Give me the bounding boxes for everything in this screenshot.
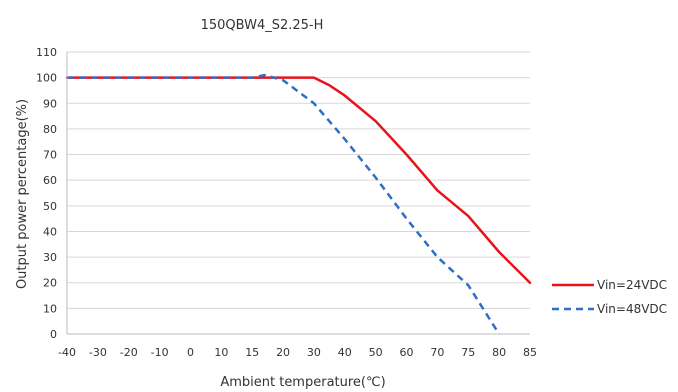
x-tick-label: -10: [151, 346, 169, 359]
x-tick-label: 10: [214, 346, 228, 359]
legend: Vin=24VDC Vin=48VDC: [552, 278, 667, 316]
x-tick-label: 75: [461, 346, 475, 359]
y-tick-label: 40: [43, 225, 57, 238]
x-axis-label: Ambient temperature(℃): [220, 375, 385, 390]
y-tick-label: 0: [50, 328, 57, 341]
x-axis-ticks: -40 -30 -20 -10 0 10 15 20 30 40 50 60 70 75 80 85: [58, 346, 537, 359]
y-axis-label: Output power percentage(%): [15, 99, 30, 289]
series-lines: [65, 73, 532, 335]
x-tick-label: 20: [276, 346, 290, 359]
chart-title: 150QBW4_S2.25-H: [201, 18, 324, 33]
x-tick-label: -30: [89, 346, 107, 359]
y-tick-label: 60: [43, 174, 57, 187]
series-line-2: [67, 73, 501, 335]
gridlines: [67, 51, 530, 309]
y-tick-label: 10: [43, 302, 57, 315]
y-tick-label: 80: [43, 123, 57, 136]
x-tick-label: 50: [369, 346, 383, 359]
legend-label: Vin=24VDC: [597, 278, 667, 292]
y-tick-label: 20: [43, 277, 57, 290]
y-axis-ticks: 0 10 20 30 40 50 60 70 80 90 100 110: [36, 46, 57, 341]
y-tick-label: 100: [36, 72, 57, 85]
x-tick-label: 0: [187, 346, 194, 359]
y-tick-label: 90: [43, 97, 57, 110]
x-tick-label: -40: [58, 346, 76, 359]
x-tick-label: 30: [307, 346, 321, 359]
x-tick-label: 70: [430, 346, 444, 359]
x-tick-label: -20: [120, 346, 138, 359]
y-tick-label: 30: [43, 251, 57, 264]
x-tick-label: 80: [492, 346, 506, 359]
x-tick-label: 85: [523, 346, 537, 359]
y-tick-label: 50: [43, 200, 57, 213]
y-tick-label: 110: [36, 46, 57, 59]
x-tick-label: 60: [400, 346, 414, 359]
legend-label: Vin=48VDC: [597, 302, 667, 316]
x-tick-label: 15: [245, 346, 259, 359]
y-tick-label: 70: [43, 149, 57, 162]
x-tick-label: 40: [338, 346, 352, 359]
